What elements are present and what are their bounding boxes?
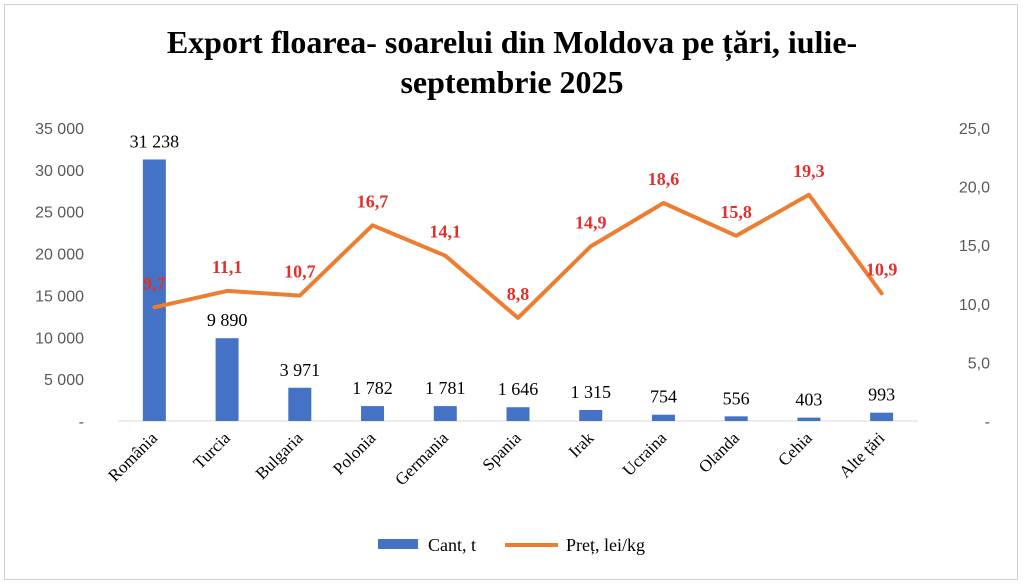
bar-7 [579,409,603,421]
bar-4 [361,406,385,421]
bar-data-label: 993 [868,385,895,405]
right-axis-tick-label: 15,0 [959,238,990,255]
category-label: Cehia [774,428,816,470]
line-series [152,192,884,320]
legend-label-line: Preț, lei/kg [566,535,645,555]
left-axis-tick-label: 30 000 [35,163,84,180]
legend-label-bar: Cant, t [428,535,476,555]
bar-data-label: 1 782 [352,378,393,398]
category-label: Germania [391,428,452,489]
bar-data-label: 556 [723,388,750,408]
chart-frame [4,4,1018,580]
category-label: Spania [479,428,525,474]
bar-data-label: 31 238 [130,131,180,151]
bar-data-label: 1 315 [570,382,611,402]
bar-data-label: 1 781 [425,378,466,398]
category-label: Turcia [190,428,235,473]
chart-title: Export floarea- soarelui din Moldova pe … [0,22,1024,102]
line-data-label: 8,8 [507,284,530,304]
line-data-labels: 9,7 11,1 10,7 16,7 14,1 8,8 14,9 18,6 15,8 19,3 10… [143,161,897,304]
left-axis-ticks: - 5 000 10 000 15 000 20 000 25 000 30 000 35 0… [35,121,84,431]
left-axis-tick-label: 35 000 [35,121,84,138]
left-axis-tick-label: 15 000 [35,288,84,305]
right-axis-ticks: - 5,0 10,0 15,0 20,0 25,0 [959,121,990,431]
bar-9 [724,416,748,421]
category-label: Olanda [695,428,743,476]
left-axis-tick-label: 20 000 [35,247,84,264]
bar-3 [288,387,312,421]
bar-6 [506,407,530,421]
category-label: Polonia [329,428,379,478]
right-axis-tick-label: 5,0 [968,355,990,372]
bar-5 [433,406,457,421]
line-data-label: 15,8 [720,202,752,222]
line-data-label: 19,3 [793,161,825,181]
line-data-label: 14,1 [430,222,462,242]
category-labels: România Turcia Bulgaria Polonia Germania Span… [104,428,888,489]
bar-data-label: 754 [650,387,677,407]
bar-data-label: 9 890 [207,310,248,330]
line-data-label: 18,6 [648,169,680,189]
bar-11 [870,412,894,421]
bar-1 [142,159,166,421]
line-data-label: 10,9 [866,259,898,279]
left-axis-tick-label: 25 000 [35,205,84,222]
bar-data-label: 403 [795,390,822,410]
category-label: România [104,428,161,485]
line-data-label: 11,1 [212,257,243,277]
right-axis-tick-label: 10,0 [959,297,990,314]
right-axis-tick-label: - [985,414,990,431]
bar-data-labels: 31 238 9 890 3 971 1 782 1 781 1 646 1 315 754 5… [130,131,896,409]
line-data-label: 9,7 [143,273,166,293]
left-axis-tick-label: 5 000 [44,372,84,389]
bar-10 [797,417,821,421]
line-data-label: 14,9 [575,212,607,232]
right-axis-tick-label: 25,0 [959,121,990,138]
legend-swatch-bar [378,539,418,549]
price-line [152,192,884,320]
left-axis-tick-label: - [79,414,84,431]
chart-title-line-2: septembrie 2025 [400,64,624,100]
line-data-label: 10,7 [284,262,316,282]
bar-data-label: 3 971 [280,360,321,380]
bar-data-label: 1 646 [498,379,539,399]
category-label: Ucraina [619,428,671,480]
left-axis-tick-label: 10 000 [35,330,84,347]
bar-8 [651,414,675,421]
category-label: Alte țări [835,428,888,481]
legend: Cant, t Preț, lei/kg [378,535,645,555]
category-label: Irak [565,428,598,461]
bar-series [142,159,894,421]
category-label: Bulgaria [252,428,307,483]
line-data-label: 16,7 [357,191,389,211]
chart-title-line-1: Export floarea- soarelui din Moldova pe … [166,24,858,60]
right-axis-tick-label: 20,0 [959,180,990,197]
bar-2 [215,338,239,421]
